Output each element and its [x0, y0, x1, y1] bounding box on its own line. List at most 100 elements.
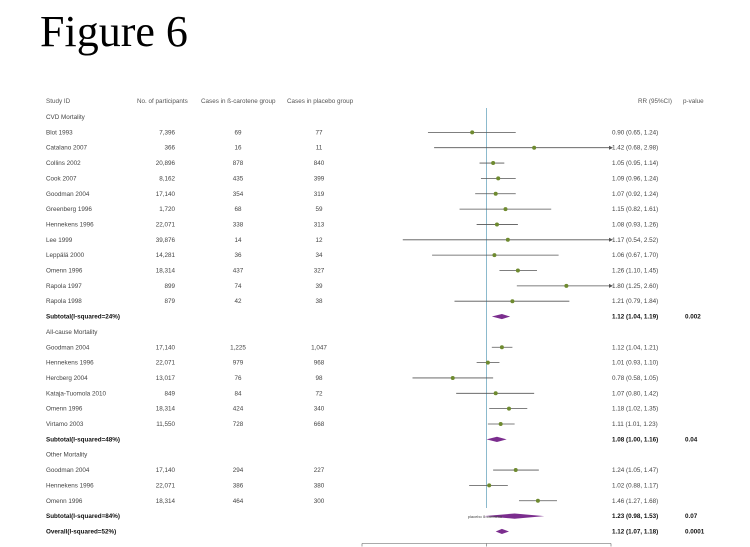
cases-placebo-value: 399 [314, 175, 325, 182]
point-estimate-marker [492, 253, 497, 258]
rr-ci-value: 1.80 (1.25, 2.60) [612, 283, 658, 290]
study-row: Hennekens 1996 22,071 979 968 1.01 (0.93, 1.… [46, 360, 658, 367]
cases-placebo-value: 840 [314, 160, 325, 167]
study-row: Collins 2002 20,896 878 840 1.05 (0.95, 1.14… [46, 160, 658, 167]
participants-value: 11,550 [156, 421, 175, 428]
rr-ci-value: 1.21 (0.79, 1.84) [612, 298, 658, 305]
p-value: 0.07 [685, 513, 698, 520]
study-row: Goodman 2004 17,140 1,225 1,047 1.12 (1.04, … [46, 344, 658, 351]
participants-value: 20,896 [156, 160, 176, 167]
participants-value: 17,140 [156, 344, 176, 351]
study-label: Omenn 1996 [46, 406, 83, 413]
study-label: Goodman 2004 [46, 344, 90, 351]
cases-placebo-value: 327 [314, 268, 325, 275]
cases-beta-value: 386 [233, 482, 244, 489]
cases-beta-value: 728 [233, 421, 244, 428]
subtotal-label: Subtotal(I-squared=24%) [46, 314, 120, 321]
cases-beta-value: 76 [234, 375, 242, 382]
study-label: Hennekens 1996 [46, 482, 94, 489]
pooled-estimate-diamond [491, 313, 511, 320]
point-estimate-marker [493, 391, 498, 396]
cases-beta-value: 84 [234, 390, 242, 397]
study-row: Leppälä 2000 14,281 36 34 1.06 (0.67, 1.70) [46, 252, 658, 259]
group-heading-row: All-cause Mortality [46, 329, 98, 336]
study-row: Omenn 1996 18,314 424 340 1.18 (1.02, 1.35) [46, 406, 658, 413]
point-estimate-marker [503, 207, 508, 212]
study-row: Kataja-Tuomola 2010 849 84 72 1.07 (0.80, 1.… [46, 390, 658, 397]
rr-ci-value: 1.05 (0.95, 1.14) [612, 160, 658, 167]
cases-beta-value: 878 [233, 160, 244, 167]
group-label: Other Mortality [46, 452, 88, 459]
participants-value: 14,281 [156, 252, 176, 259]
study-label: Leppälä 2000 [46, 252, 85, 259]
figure-title: Figure 6 [40, 7, 188, 56]
rr-ci-value: 1.06 (0.67, 1.70) [612, 252, 658, 259]
header-pvalue: p-value [683, 98, 704, 105]
point-estimate-marker [496, 176, 501, 181]
header-participants: No. of participants [137, 98, 188, 105]
study-label: Hennekens 1996 [46, 360, 94, 367]
rr-ci-value: 1.23 (0.98, 1.53) [612, 513, 658, 520]
cases-beta-value: 354 [233, 191, 244, 198]
participants-value: 22,071 [156, 482, 176, 489]
participants-value: 18,314 [156, 268, 176, 275]
cases-placebo-value: 968 [314, 360, 325, 367]
ci-arrow-right [609, 145, 613, 150]
group-label: CVD Mortality [46, 114, 86, 121]
subtotal-row: Subtotal(I-squared=48%) 1.08 (1.00, 1.16)… [46, 436, 698, 443]
cases-beta-value: 424 [233, 406, 244, 413]
cases-beta-value: 1,225 [230, 344, 246, 351]
study-label: Rapola 1997 [46, 283, 82, 290]
study-row: Omenn 1996 18,314 464 300 1.46 (1.27, 1.68) [46, 498, 658, 505]
rr-ci-value: 1.11 (1.01, 1.23) [612, 421, 658, 428]
cases-beta-value: 435 [233, 175, 244, 182]
subtotal-label: Overall(I-squared=52%) [46, 528, 116, 535]
study-label: Greenberg 1996 [46, 206, 92, 213]
column-headers: Study ID No. of participants Cases in ß-… [46, 98, 704, 105]
study-row: Cook 2007 8,162 435 399 1.09 (0.96, 1.24) [46, 175, 658, 182]
study-label: Goodman 2004 [46, 191, 90, 198]
pooled-estimate-diamond [486, 436, 507, 442]
cases-placebo-value: 72 [315, 390, 323, 397]
subtotal-row: Subtotal(I-squared=84%) 1.23 (0.98, 1.53)… [46, 513, 698, 520]
rr-ci-value: 1.15 (0.82, 1.61) [612, 206, 658, 213]
study-row: Virtamo 2003 11,550 728 668 1.11 (1.01, 1.23… [46, 421, 658, 428]
participants-value: 13,017 [156, 375, 176, 382]
cases-placebo-value: 12 [315, 237, 323, 244]
p-value: 0.04 [685, 436, 698, 443]
point-estimate-marker [470, 130, 475, 135]
study-label: Blot 1993 [46, 129, 73, 136]
subtotal-row: Subtotal(I-squared=24%) 1.12 (1.04, 1.19)… [46, 314, 701, 321]
cases-beta-value: 68 [234, 206, 242, 213]
ci-arrow-right [609, 283, 613, 288]
group-label: All-cause Mortality [46, 329, 98, 336]
point-estimate-marker [513, 468, 518, 473]
participants-value: 22,071 [156, 221, 176, 228]
study-label: Virtamo 2003 [46, 421, 84, 428]
participants-value: 8,162 [159, 175, 175, 182]
point-estimate-marker [535, 498, 540, 503]
rr-ci-value: 1.01 (0.93, 1.10) [612, 360, 658, 367]
cases-placebo-value: 39 [315, 283, 323, 290]
study-row: Rapola 1998 879 42 38 1.21 (0.79, 1.84) [46, 298, 658, 305]
pooled-estimate-diamond [483, 513, 545, 519]
rr-ci-value: 1.42 (0.68, 2.98) [612, 145, 658, 152]
participants-value: 7,396 [159, 129, 175, 136]
study-label: Goodman 2004 [46, 467, 90, 474]
cases-beta-value: 16 [234, 145, 242, 152]
cases-placebo-value: 1,047 [311, 344, 327, 351]
point-estimate-marker [491, 161, 496, 166]
x-axis: placebo ß-carotene [361, 514, 612, 547]
participants-value: 18,314 [156, 406, 176, 413]
study-row: Goodman 2004 17,140 354 319 1.07 (0.92, 1.24… [46, 191, 658, 198]
participants-value: 899 [164, 283, 175, 290]
cases-beta-value: 69 [234, 129, 242, 136]
rr-ci-value: 1.08 (1.00, 1.16) [612, 436, 658, 443]
cases-placebo-value: 34 [315, 252, 323, 259]
participants-value: 849 [164, 390, 175, 397]
point-estimate-marker [494, 222, 499, 227]
rr-ci-value: 1.07 (0.92, 1.24) [612, 191, 658, 198]
study-label: Kataja-Tuomola 2010 [46, 390, 106, 397]
study-label: Rapola 1998 [46, 298, 82, 305]
